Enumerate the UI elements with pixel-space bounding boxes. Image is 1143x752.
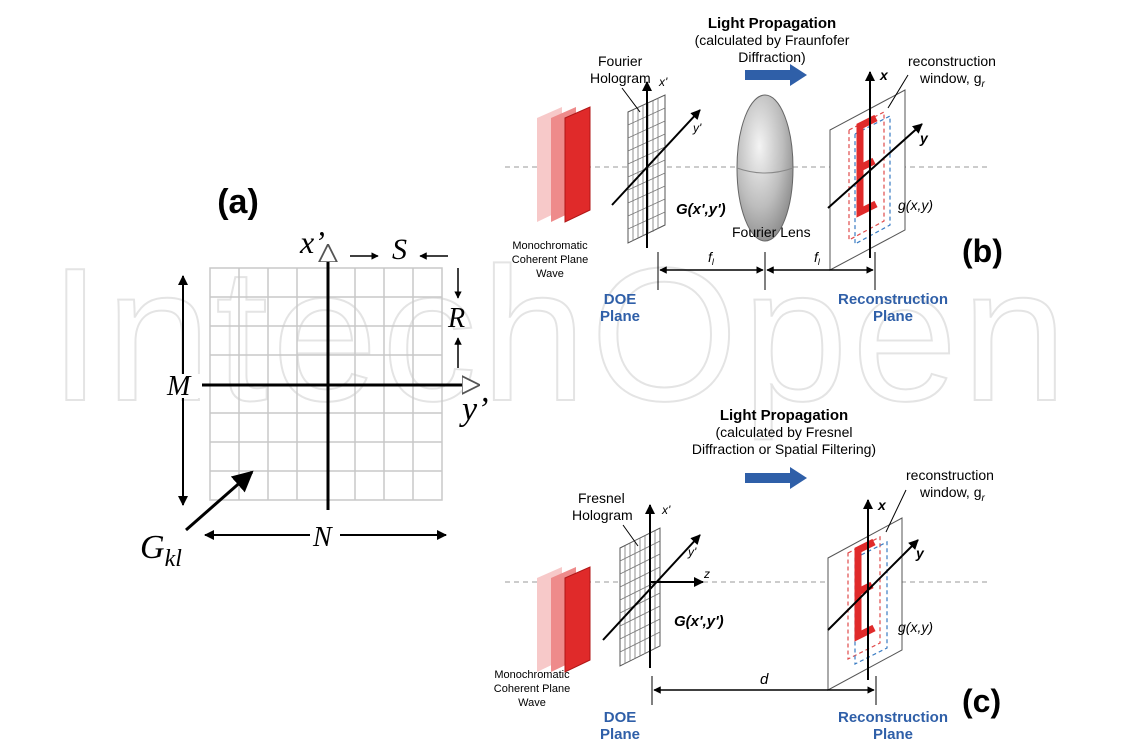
y-prime-label: y’ xyxy=(459,391,488,428)
panel-a-label: (a) xyxy=(217,183,259,221)
b-hologram-leader xyxy=(621,87,641,113)
c-y-axis xyxy=(827,539,919,631)
b-y-prime-label: y' xyxy=(692,121,702,135)
panel-b: Light Propagation (calculated by Fraunfo… xyxy=(505,15,1003,325)
c-propagation-arrow xyxy=(745,467,807,489)
b-window-leader xyxy=(887,74,909,109)
c-source-label-3: Wave xyxy=(518,697,546,709)
b-reconstruction-plane xyxy=(829,89,906,271)
b-source-label-3: Wave xyxy=(536,268,564,280)
c-y-prime-label: y' xyxy=(687,545,697,559)
b-recon-label-1: Reconstruction xyxy=(838,291,948,308)
b-x-prime-label: x' xyxy=(658,75,668,89)
x-prime-label: x’ xyxy=(299,224,325,260)
c-window-leader xyxy=(885,489,907,533)
c-subtitle-2: Diffraction or Spatial Filtering) xyxy=(692,441,876,457)
b-title: Light Propagation xyxy=(708,15,836,32)
b-lens-label: Fourier Lens xyxy=(732,224,811,240)
panel-b-label: (b) xyxy=(962,233,1003,269)
b-window-label-1: reconstruction xyxy=(908,53,996,69)
c-doe-label-1: DOE xyxy=(604,709,637,726)
c-y-label: y xyxy=(915,545,925,561)
c-window-label-2: window, gr xyxy=(919,484,985,504)
c-reconstruction-plane xyxy=(827,517,903,691)
c-d-label: d xyxy=(760,671,769,688)
b-y-label: y xyxy=(919,130,929,146)
c-y-prime-axis xyxy=(602,534,701,641)
b-source-label-2: Coherent Plane xyxy=(512,254,588,266)
c-z-label: z xyxy=(703,567,710,581)
panel-c: Light Propagation (calculated by Fresnel… xyxy=(494,407,1001,743)
c-G-field-label: G(x',y') xyxy=(674,613,724,630)
b-y-prime-axis xyxy=(611,109,701,206)
n-label: N xyxy=(312,522,333,553)
b-subtitle-1: (calculated by Fraunfofer xyxy=(695,32,850,48)
c-hologram-label-2: Hologram xyxy=(572,507,633,523)
b-source-label-1: Monochromatic xyxy=(512,240,588,252)
c-subtitle-1: (calculated by Fresnel xyxy=(716,424,853,440)
s-label: S xyxy=(392,233,407,266)
c-doe-hologram xyxy=(619,527,661,667)
b-G-field-label: G(x',y') xyxy=(676,201,726,218)
panel-a: (a) x’ y’ S R M N Gkl xyxy=(140,183,488,572)
b-f1-label: fl xyxy=(708,249,715,267)
b-y-axis xyxy=(827,123,923,209)
c-source-label-1: Monochromatic xyxy=(494,669,570,681)
b-doe-label-2: Plane xyxy=(600,308,640,325)
gkl-pointer xyxy=(185,470,254,532)
c-doe-label-2: Plane xyxy=(600,726,640,743)
b-hologram-label-2: Hologram xyxy=(590,70,651,86)
b-propagation-arrow xyxy=(745,64,807,86)
c-laser-source xyxy=(537,566,591,673)
c-title: Light Propagation xyxy=(720,407,848,424)
watermark: IntechOpen xyxy=(49,229,1071,441)
panel-c-label: (c) xyxy=(962,683,1001,719)
c-recon-label-1: Reconstruction xyxy=(838,709,948,726)
c-recon-label-2: Plane xyxy=(873,726,913,743)
c-hologram-leader xyxy=(622,524,639,547)
b-x-label: x xyxy=(879,67,889,83)
b-doe-label-1: DOE xyxy=(604,291,637,308)
c-window-label-1: reconstruction xyxy=(906,467,994,483)
b-hologram-label-1: Fourier xyxy=(598,53,643,69)
r-label: R xyxy=(447,303,465,334)
c-hologram-label-1: Fresnel xyxy=(578,490,625,506)
c-source-label-2: Coherent Plane xyxy=(494,683,570,695)
b-recon-label-2: Plane xyxy=(873,308,913,325)
c-x-label: x xyxy=(877,497,887,513)
c-g-field-label: g(x,y) xyxy=(898,619,933,635)
b-g-field-label: g(x,y) xyxy=(898,197,933,213)
m-label: M xyxy=(166,371,192,402)
c-x-prime-label: x' xyxy=(661,503,671,517)
b-laser-source xyxy=(537,106,591,223)
gkl-label: Gkl xyxy=(140,529,182,572)
b-f2-label: fl xyxy=(814,249,821,267)
b-window-label-2: window, gr xyxy=(919,70,985,90)
b-fourier-lens xyxy=(736,94,794,242)
b-subtitle-2: Diffraction) xyxy=(738,49,805,65)
